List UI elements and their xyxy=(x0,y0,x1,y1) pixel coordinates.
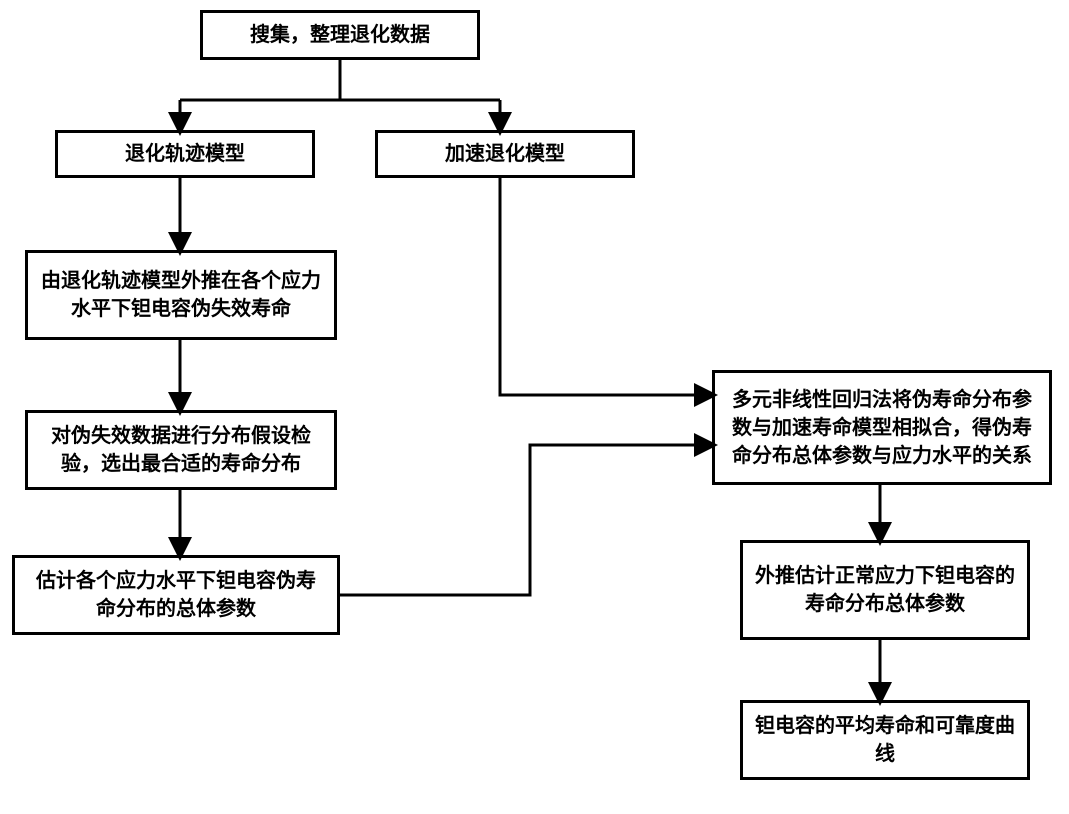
node-distribution-hypothesis-test: 对伪失效数据进行分布假设检验，选出最合适的寿命分布 xyxy=(25,410,337,490)
node-extrapolate-normal-stress: 外推估计正常应力下钽电容的寿命分布总体参数 xyxy=(740,540,1030,640)
node-label: 钽电容的平均寿命和可靠度曲线 xyxy=(755,712,1015,768)
node-label: 对伪失效数据进行分布假设检验，选出最合适的寿命分布 xyxy=(40,422,322,478)
node-estimate-distribution-params: 估计各个应力水平下钽电容伪寿命分布的总体参数 xyxy=(12,555,340,635)
node-label: 由退化轨迹模型外推在各个应力水平下钽电容伪失效寿命 xyxy=(40,267,322,323)
node-label: 估计各个应力水平下钽电容伪寿命分布的总体参数 xyxy=(27,567,325,623)
node-collect-data: 搜集，整理退化数据 xyxy=(200,10,480,60)
node-label: 退化轨迹模型 xyxy=(125,140,245,168)
node-degradation-trajectory-model: 退化轨迹模型 xyxy=(55,130,315,178)
node-label: 多元非线性回归法将伪寿命分布参数与加速寿命模型相拟合，得伪寿命分布总体参数与应力… xyxy=(727,386,1037,470)
node-label: 外推估计正常应力下钽电容的寿命分布总体参数 xyxy=(755,562,1015,618)
node-label: 搜集，整理退化数据 xyxy=(250,21,430,49)
node-nonlinear-regression-fit: 多元非线性回归法将伪寿命分布参数与加速寿命模型相拟合，得伪寿命分布总体参数与应力… xyxy=(712,370,1052,485)
node-accelerated-degradation-model: 加速退化模型 xyxy=(375,130,635,178)
edge-n6-n7 xyxy=(340,445,712,595)
node-label: 加速退化模型 xyxy=(445,140,565,168)
node-extrapolate-pseudo-failure-life: 由退化轨迹模型外推在各个应力水平下钽电容伪失效寿命 xyxy=(25,250,337,340)
node-mean-life-reliability-curve: 钽电容的平均寿命和可靠度曲线 xyxy=(740,700,1030,780)
edge-n3-n7 xyxy=(500,178,712,395)
